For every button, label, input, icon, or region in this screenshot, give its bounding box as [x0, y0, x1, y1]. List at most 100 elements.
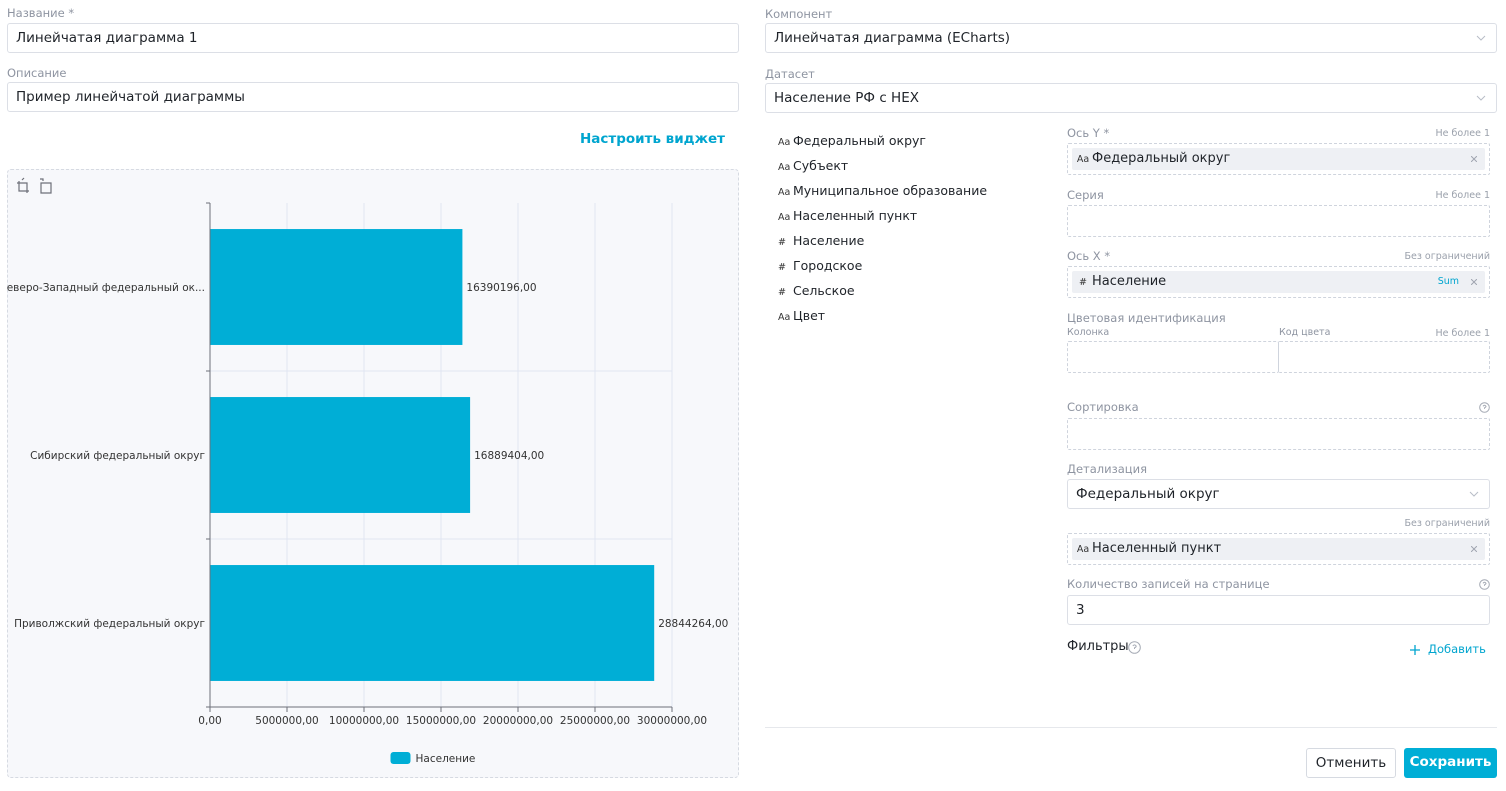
bar [210, 397, 471, 513]
y-tick-label: Приволжский федеральный округ [14, 618, 205, 630]
sorting-drop[interactable] [1067, 418, 1490, 450]
field-item[interactable]: # Сельское [778, 283, 855, 298]
y-axis-drop[interactable]: Aa Федеральный округ [1067, 143, 1490, 175]
aggregation[interactable]: Sum [1437, 276, 1459, 287]
page-size-input[interactable]: 3 [1067, 595, 1490, 625]
field-label: Население [793, 233, 865, 248]
bar [210, 565, 655, 681]
x-tick-label: 0,00 [198, 715, 221, 727]
divider [765, 727, 1497, 728]
chart: 0,00 5000000,00 10000000,00 15000000,00 2000… [7, 177, 728, 765]
chip-label: Населенный пункт [1092, 541, 1222, 556]
series-drop[interactable] [1067, 205, 1490, 237]
field-type-icon: # [778, 287, 786, 298]
y-axis-chip: Aa Федеральный округ [1072, 148, 1485, 170]
value-label: 28844264,00 [658, 618, 728, 630]
x-axis-label: Ось X * [1067, 249, 1111, 263]
name-input[interactable]: Линейчатая диаграмма 1 [7, 23, 739, 53]
save-button[interactable]: Сохранить [1404, 748, 1497, 778]
dataset-value: Население РФ с HEX [774, 90, 919, 106]
x-tick-label: 30000000,00 [637, 715, 707, 727]
dataset-select[interactable]: Население РФ с HEX [765, 83, 1497, 113]
remove-icon[interactable] [1471, 546, 1477, 552]
x-axis-drop[interactable]: # Население Sum [1067, 266, 1490, 298]
x-tick-label: 25000000,00 [560, 715, 630, 727]
field-type-icon: # [778, 262, 786, 273]
zoom-icon[interactable] [17, 177, 29, 193]
chevron [1476, 35, 1486, 41]
field-type-icon: Aa [778, 162, 791, 173]
detail-select[interactable]: Федеральный округ [1067, 479, 1490, 509]
field-label: Федеральный округ [793, 133, 926, 148]
column-label: Колонка [1067, 327, 1110, 338]
field-label: Населенный пункт [793, 208, 918, 223]
chevron [1476, 95, 1486, 101]
field-type-icon: Aa [778, 212, 791, 223]
remove-icon[interactable] [1471, 156, 1477, 162]
color-id-label: Цветовая идентификация [1067, 311, 1226, 325]
field-label: Городское [793, 258, 863, 273]
chip-icon: # [1079, 277, 1087, 288]
series-limit: Не более 1 [1435, 190, 1490, 201]
series-label: Серия [1067, 188, 1104, 202]
restore-icon[interactable] [40, 178, 52, 194]
help-icon[interactable] [1479, 579, 1490, 590]
field-type-icon: Aa [778, 137, 791, 148]
add-filter[interactable]: Добавить [1428, 642, 1486, 656]
chip-label: Федеральный округ [1092, 151, 1231, 166]
detail-label: Детализация [1067, 462, 1148, 476]
detail-chip: Aa Населенный пункт [1072, 538, 1485, 560]
chevron [1469, 491, 1479, 497]
field-type-icon: Aa [778, 312, 791, 323]
cancel-button[interactable]: Отменить [1306, 748, 1396, 778]
x-tick-label: 10000000,00 [329, 715, 399, 727]
y-axis-limit: Не более 1 [1435, 128, 1490, 139]
field-item[interactable]: Aa Федеральный округ [778, 133, 926, 148]
page-size-label: Количество записей на странице [1067, 577, 1270, 591]
help-icon[interactable] [1479, 402, 1490, 413]
field-item[interactable]: # Городское [778, 258, 862, 273]
component-select[interactable]: Линейчатая диаграмма (ECharts) [765, 23, 1497, 53]
detail-limit: Без ограничений [1404, 518, 1491, 529]
detail-value: Федеральный округ [1076, 486, 1220, 502]
column-drop[interactable] [1067, 341, 1279, 373]
bar [210, 229, 463, 345]
x-tick-label: 15000000,00 [406, 715, 476, 727]
dataset-label: Датасет [765, 67, 815, 81]
configure-link[interactable]: Настроить виджет [579, 131, 725, 147]
field-item[interactable]: Aa Субъект [778, 158, 848, 173]
help-icon[interactable] [1128, 641, 1141, 654]
field-item[interactable]: Aa Цвет [778, 308, 825, 323]
x-tick-label: 20000000,00 [483, 715, 553, 727]
field-type-icon: Aa [778, 187, 791, 198]
legend-swatch [390, 752, 411, 764]
description-input[interactable]: Пример линейчатой диаграммы [7, 82, 739, 112]
value-label: 16889404,00 [474, 450, 544, 462]
filters-label: Фильтры [1067, 639, 1129, 654]
field-item[interactable]: # Население [778, 233, 864, 248]
legend-label: Население [416, 753, 476, 765]
field-item[interactable]: Aa Населенный пункт [778, 208, 917, 223]
y-tick-label: Северо-Западный федеральный ок... [7, 282, 205, 294]
chip-icon: Aa [1076, 544, 1090, 555]
detail-drop[interactable]: Aa Населенный пункт [1067, 533, 1490, 565]
y-axis-label: Ось Y * [1067, 126, 1110, 140]
x-tick-label: 5000000,00 [255, 715, 318, 727]
color-code-label: Код цвета [1279, 327, 1331, 338]
chip-icon: Aa [1076, 154, 1090, 165]
field-label: Цвет [793, 308, 826, 323]
y-tick-label: Сибирский федеральный округ [30, 450, 205, 462]
chart-toolbar [17, 177, 52, 194]
remove-icon[interactable] [1471, 279, 1477, 285]
description-label: Описание [7, 66, 67, 80]
field-item[interactable]: Aa Муниципальное образование [778, 183, 987, 198]
x-axis-limit: Без ограничений [1404, 251, 1491, 262]
chip-label: Население [1092, 274, 1167, 289]
component-label: Компонент [765, 7, 833, 21]
add-icon[interactable] [1410, 645, 1420, 655]
color-id-limit: Не более 1 [1435, 328, 1490, 339]
color-code-drop[interactable] [1278, 341, 1490, 373]
field-label: Сельское [793, 283, 855, 298]
component-value: Линейчатая диаграмма (ECharts) [774, 30, 1011, 46]
